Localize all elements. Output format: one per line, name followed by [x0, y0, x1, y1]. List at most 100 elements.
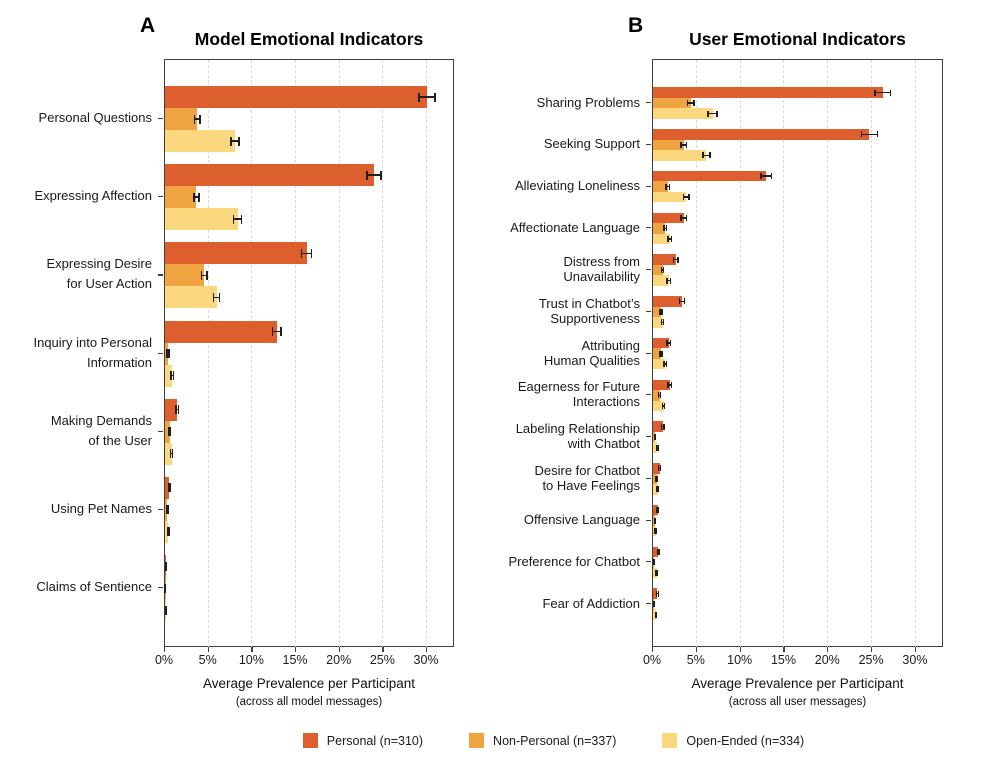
bar [653, 473, 657, 484]
y-category-label: Desire for Chatbot to Have Feelings [482, 463, 641, 493]
bar [653, 442, 658, 453]
error-bar-cap [177, 405, 180, 415]
y-category-label-line: of the User [88, 432, 152, 448]
x-tick-mark [695, 646, 697, 652]
error-bar-cap [665, 225, 668, 232]
bar [653, 525, 656, 537]
error-bar-cap [680, 214, 682, 221]
error-bar-cap [716, 110, 718, 117]
bar [653, 546, 659, 557]
legend-item: Personal (n=310) [302, 733, 424, 748]
legend-label: Open-Ended (n=334) [686, 733, 805, 748]
error-bar-line [687, 102, 694, 104]
bar [653, 87, 883, 98]
gridline-30 [426, 60, 428, 648]
error-bar-line [656, 592, 659, 595]
error-bar-cap [418, 92, 420, 102]
bar [653, 358, 666, 370]
error-bar-line [673, 258, 678, 261]
bar [165, 364, 173, 387]
error-bar-cap [206, 270, 208, 280]
y-category-label: Claims of Sentience [0, 577, 152, 597]
y-tick-mark [646, 227, 651, 229]
bar [653, 306, 661, 317]
x-tick-label: 20% [326, 653, 352, 667]
y-tick-mark [646, 102, 651, 104]
y-tick-mark [158, 352, 163, 354]
panel-a-plot-area [158, 59, 454, 652]
gridline-5 [207, 60, 209, 648]
legend-swatch [302, 733, 318, 748]
y-category-label-line: Inquiry into Personal [33, 334, 152, 350]
legend-label: Non-Personal (n=337) [493, 733, 617, 748]
y-category-label-line: Attributing [581, 337, 640, 353]
panel-b-xaxis-label: Average Prevalence per Participant [691, 676, 904, 691]
bar [165, 264, 205, 287]
y-category-label-line: Preference for Chatbot [508, 553, 640, 569]
error-bar-cap [300, 248, 302, 258]
bar [653, 379, 670, 390]
error-bar-line [213, 296, 220, 299]
error-bar-cap [198, 192, 200, 202]
bar [165, 398, 178, 421]
error-bar-cap [670, 381, 673, 388]
y-tick-mark [646, 310, 651, 312]
y-category-label: Expressing Desire for User Action [0, 254, 153, 294]
error-bar-cap [654, 517, 657, 524]
y-tick-mark [158, 587, 163, 589]
legend-item: Non-Personal (n=337) [469, 733, 616, 748]
error-bar-cap [889, 89, 892, 96]
bar [653, 233, 670, 244]
gridline-15 [783, 60, 785, 648]
error-bar-cap [677, 256, 679, 263]
bar [653, 390, 660, 401]
error-bar-cap [760, 173, 762, 179]
y-category-label-line: Labeling Relationship [515, 421, 640, 436]
y-category-label: Using Pet Names [0, 499, 152, 519]
legend-swatch [662, 733, 678, 748]
bar [653, 129, 870, 140]
error-bar-line [660, 311, 662, 313]
bar [165, 320, 277, 343]
y-tick-mark [646, 561, 651, 563]
y-tick-mark [158, 274, 163, 276]
error-bar-cap [218, 292, 221, 302]
error-bar-cap [663, 402, 666, 409]
bar [653, 609, 657, 620]
error-bar-line [419, 96, 435, 98]
error-bar-cap [665, 183, 667, 190]
bar [653, 348, 661, 359]
error-bar-cap [665, 361, 668, 367]
bar [165, 242, 307, 265]
error-bar-cap [661, 350, 663, 357]
error-bar-line [301, 252, 312, 255]
error-bar-line [272, 330, 282, 333]
bar [653, 97, 691, 109]
error-bar-cap [672, 256, 675, 263]
error-bar-cap [656, 569, 659, 576]
y-category-label-line: Fear of Addiction [542, 595, 640, 611]
error-bar-line [661, 269, 664, 271]
error-bar-line [656, 509, 659, 511]
error-bar-cap [670, 235, 673, 242]
error-bar-line [663, 363, 667, 365]
error-bar-cap [654, 611, 657, 618]
error-bar-cap [686, 100, 689, 106]
y-category-label: Labeling Relationship with Chatbot [482, 421, 640, 451]
legend-label: Personal (n=310) [326, 733, 424, 748]
error-bar-cap [170, 371, 172, 380]
error-bar-cap [366, 170, 368, 180]
bar [165, 108, 198, 130]
panel-b-title: User Emotional Indicators [689, 29, 906, 49]
x-tick-label: 15% [282, 653, 308, 667]
error-bar-cap [669, 340, 672, 346]
error-bar-cap [657, 444, 659, 451]
x-tick-label: 30% [902, 653, 928, 667]
error-bar-line [662, 405, 665, 407]
error-bar-cap [658, 548, 660, 555]
y-category-label-line: Claims of Sentience [36, 579, 152, 595]
error-bar-line [667, 238, 672, 240]
error-bar-cap [434, 92, 436, 102]
x-tick-label: 0% [154, 653, 174, 667]
error-bar-cap [164, 561, 167, 571]
